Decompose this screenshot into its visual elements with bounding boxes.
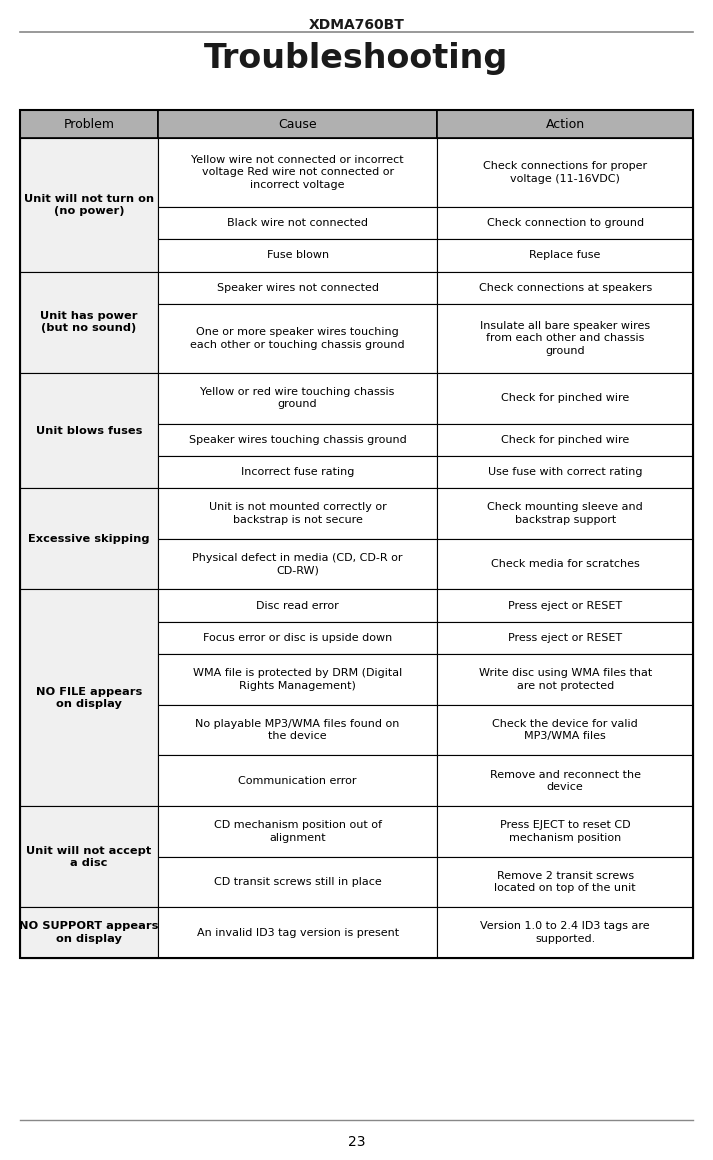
Bar	[437, 239, 693, 271]
Text: Unit will not turn on
(no power): Unit will not turn on (no power)	[24, 194, 154, 216]
Text: Check for pinched wire: Check for pinched wire	[501, 435, 630, 444]
Bar	[158, 423, 437, 456]
Bar	[437, 488, 693, 539]
Bar	[437, 271, 693, 304]
Text: WMA file is protected by DRM (Digital
Rights Management): WMA file is protected by DRM (Digital Ri…	[193, 668, 402, 690]
Bar	[437, 806, 693, 857]
Bar	[158, 304, 437, 372]
Bar	[158, 622, 437, 654]
Text: Speaker wires not connected: Speaker wires not connected	[217, 283, 379, 292]
Text: Problem: Problem	[63, 117, 115, 131]
Text: Focus error or disc is upside down: Focus error or disc is upside down	[203, 633, 392, 643]
Bar	[20, 138, 158, 271]
Bar	[437, 372, 693, 423]
Bar	[437, 857, 693, 907]
Bar	[158, 654, 437, 705]
Text: Check connections at speakers: Check connections at speakers	[478, 283, 652, 292]
Text: Fuse blown: Fuse blown	[267, 251, 329, 261]
Bar	[158, 806, 437, 857]
Bar	[20, 110, 158, 138]
Text: Replace fuse: Replace fuse	[530, 251, 601, 261]
Bar	[437, 907, 693, 958]
Bar	[158, 705, 437, 755]
Bar	[437, 539, 693, 589]
Text: Check media for scratches: Check media for scratches	[491, 559, 640, 570]
Bar	[158, 110, 437, 138]
Text: Check the device for valid
MP3/WMA files: Check the device for valid MP3/WMA files	[492, 719, 638, 741]
Text: Yellow wire not connected or incorrect
voltage Red wire not connected or
incorre: Yellow wire not connected or incorrect v…	[191, 155, 404, 190]
Bar	[20, 488, 158, 589]
Bar	[437, 654, 693, 705]
Bar	[158, 138, 437, 206]
Bar	[437, 456, 693, 488]
Text: Action: Action	[545, 117, 585, 131]
Bar	[437, 589, 693, 622]
Text: Troubleshooting: Troubleshooting	[205, 42, 508, 75]
Bar	[158, 372, 437, 423]
Text: Cause: Cause	[278, 117, 317, 131]
Bar	[20, 907, 158, 958]
Bar	[158, 456, 437, 488]
Text: One or more speaker wires touching
each other or touching chassis ground: One or more speaker wires touching each …	[190, 327, 405, 349]
Text: XDMA760BT: XDMA760BT	[309, 19, 404, 32]
Bar	[158, 488, 437, 539]
Text: Check connection to ground: Check connection to ground	[486, 218, 644, 229]
Bar	[158, 239, 437, 271]
Text: An invalid ID3 tag version is present: An invalid ID3 tag version is present	[197, 928, 399, 937]
Bar	[437, 423, 693, 456]
Bar	[158, 206, 437, 239]
Text: Write disc using WMA files that
are not protected: Write disc using WMA files that are not …	[478, 668, 652, 690]
Text: Unit blows fuses: Unit blows fuses	[36, 426, 142, 435]
Text: Check connections for proper
voltage (11-16VDC): Check connections for proper voltage (11…	[483, 161, 647, 183]
Bar	[158, 907, 437, 958]
Text: Black wire not connected: Black wire not connected	[227, 218, 368, 229]
Text: Unit will not accept
a disc: Unit will not accept a disc	[26, 846, 152, 868]
Bar	[20, 271, 158, 372]
Bar	[437, 622, 693, 654]
Bar	[158, 589, 437, 622]
Text: Remove and reconnect the
device: Remove and reconnect the device	[490, 769, 640, 792]
Text: Press EJECT to reset CD
mechanism position: Press EJECT to reset CD mechanism positi…	[500, 820, 630, 842]
Bar	[20, 589, 158, 806]
Text: CD transit screws still in place: CD transit screws still in place	[214, 877, 381, 887]
Text: Check for pinched wire: Check for pinched wire	[501, 393, 630, 404]
Text: Unit is not mounted correctly or
backstrap is not secure: Unit is not mounted correctly or backstr…	[209, 502, 386, 524]
Bar	[437, 304, 693, 372]
Text: Insulate all bare speaker wires
from each other and chassis
ground: Insulate all bare speaker wires from eac…	[480, 321, 650, 356]
Bar	[437, 755, 693, 806]
Text: Excessive skipping: Excessive skipping	[29, 534, 150, 544]
Text: Disc read error: Disc read error	[256, 601, 339, 610]
Text: Incorrect fuse rating: Incorrect fuse rating	[241, 467, 354, 477]
Text: Speaker wires touching chassis ground: Speaker wires touching chassis ground	[189, 435, 406, 444]
Text: Use fuse with correct rating: Use fuse with correct rating	[488, 467, 642, 477]
Text: 23: 23	[348, 1134, 365, 1150]
Bar	[437, 206, 693, 239]
Bar	[437, 110, 693, 138]
Text: Press eject or RESET: Press eject or RESET	[508, 633, 622, 643]
Bar	[437, 138, 693, 206]
Bar	[20, 372, 158, 488]
Text: Version 1.0 to 2.4 ID3 tags are
supported.: Version 1.0 to 2.4 ID3 tags are supporte…	[481, 921, 650, 944]
Bar	[437, 705, 693, 755]
Text: No playable MP3/WMA files found on
the device: No playable MP3/WMA files found on the d…	[195, 719, 400, 741]
Bar	[158, 857, 437, 907]
Bar	[20, 806, 158, 907]
Text: Physical defect in media (CD, CD-R or
CD-RW): Physical defect in media (CD, CD-R or CD…	[193, 553, 403, 575]
Text: NO FILE appears
on display: NO FILE appears on display	[36, 687, 142, 709]
Text: Unit has power
(but no sound): Unit has power (but no sound)	[40, 311, 138, 333]
Bar	[158, 539, 437, 589]
Text: NO SUPPORT appears
on display: NO SUPPORT appears on display	[19, 921, 159, 944]
Bar	[158, 755, 437, 806]
Bar	[158, 271, 437, 304]
Text: Communication error: Communication error	[238, 776, 357, 785]
Text: Remove 2 transit screws
located on top of the unit: Remove 2 transit screws located on top o…	[494, 871, 636, 893]
Text: Yellow or red wire touching chassis
ground: Yellow or red wire touching chassis grou…	[200, 387, 395, 409]
Bar	[20, 110, 693, 958]
Text: Press eject or RESET: Press eject or RESET	[508, 601, 622, 610]
Text: CD mechanism position out of
alignment: CD mechanism position out of alignment	[214, 820, 381, 842]
Text: Check mounting sleeve and
backstrap support: Check mounting sleeve and backstrap supp…	[487, 502, 643, 524]
